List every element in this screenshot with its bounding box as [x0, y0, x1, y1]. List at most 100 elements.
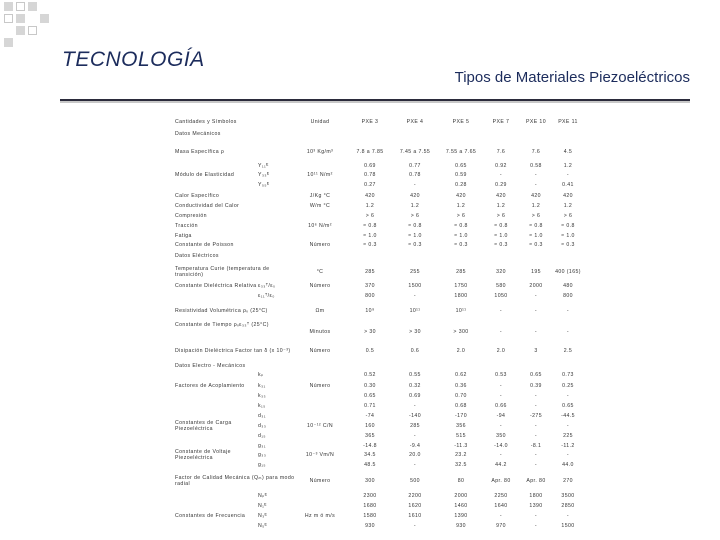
row-label: Temperatura Curie (temperatura de transi… — [175, 266, 270, 278]
value-cell: - — [534, 172, 538, 178]
value-cell: 0.55 — [409, 372, 421, 378]
value-cell: 34.5 — [364, 452, 376, 458]
value-cell: 0.65 — [530, 372, 542, 378]
value-cell: 0.71 — [364, 403, 376, 409]
value-cell: 515 — [456, 433, 466, 439]
value-cell: 7.45 a 7.55 — [399, 149, 431, 155]
value-cell: 356 — [456, 423, 466, 429]
value-cell: - — [499, 329, 503, 335]
value-cell: -94 — [496, 413, 506, 419]
value-cell: ≈ 0.8 — [494, 223, 508, 229]
value-cell: 1620 — [408, 503, 422, 509]
value-cell: 48.5 — [364, 462, 376, 468]
value-cell: ≈ 1.0 — [494, 233, 508, 239]
value-cell: 0.6 — [410, 348, 420, 354]
value-cell: 2850 — [561, 503, 575, 509]
value-cell: 10¹¹ — [455, 308, 467, 314]
value-cell: 2250 — [494, 493, 508, 499]
value-cell: > 6 — [365, 213, 375, 219]
value-cell: 7.6 — [496, 149, 506, 155]
value-cell: > 6 — [456, 213, 466, 219]
value-cell: 300 — [365, 478, 375, 484]
value-cell: 0.77 — [409, 163, 421, 169]
value-cell: 0.73 — [562, 372, 574, 378]
value-cell: 1580 — [363, 513, 377, 519]
row-symbol: d₃₁ — [258, 413, 266, 419]
value-cell: - — [534, 433, 538, 439]
value-cell: - — [534, 452, 538, 458]
value-cell: - — [534, 462, 538, 468]
value-cell: 800 — [563, 293, 573, 299]
value-cell: ≈ 0.3 — [561, 242, 575, 248]
value-cell: ≈ 1.0 — [561, 233, 575, 239]
row-unit: 10⁶ N/m² — [308, 223, 332, 229]
value-cell: ≈ 0.8 — [363, 223, 377, 229]
row-label: Constante de Tiempo ρᵥε₃₃ᵀ (25°C) — [175, 322, 269, 328]
value-cell: 2300 — [363, 493, 377, 499]
value-cell: Apr. 80 — [526, 478, 546, 484]
value-cell: 285 — [365, 269, 375, 275]
value-cell: 930 — [365, 523, 375, 529]
row-symbol: g₃₃ — [258, 452, 267, 458]
value-cell: 365 — [365, 433, 375, 439]
value-cell: 255 — [410, 269, 420, 275]
row-label: Calor Específico — [175, 193, 220, 199]
value-cell: -44.5 — [561, 413, 575, 419]
row-symbol: kₚ — [258, 372, 264, 378]
row-symbol: d₃₃ — [258, 423, 267, 429]
value-cell: - — [566, 308, 570, 314]
value-cell: 285 — [456, 269, 466, 275]
value-cell: - — [413, 403, 417, 409]
value-cell: 0.69 — [364, 163, 376, 169]
value-cell: 4.5 — [563, 149, 573, 155]
value-cell: 1.2 — [563, 163, 573, 169]
value-cell: - — [566, 513, 570, 519]
value-cell: 0.41 — [562, 182, 574, 188]
value-cell: 1.2 — [531, 203, 541, 209]
row-symbol: N₁ᴱ — [258, 503, 267, 509]
value-cell: > 6 — [410, 213, 420, 219]
value-cell: 320 — [496, 269, 506, 275]
value-cell: ≈ 0.3 — [494, 242, 508, 248]
row-label: Fatiga — [175, 233, 192, 239]
decor-square — [4, 38, 13, 47]
value-cell: ≈ 0.3 — [454, 242, 468, 248]
value-cell: - — [499, 393, 503, 399]
value-cell: 400 (165) — [555, 269, 581, 275]
value-cell: 420 — [531, 193, 541, 199]
value-cell: ≈ 1.0 — [363, 233, 377, 239]
value-cell: 0.78 — [364, 172, 376, 178]
row-unit: Número — [309, 478, 331, 484]
value-cell: 2200 — [408, 493, 422, 499]
row-unit: Número — [309, 242, 331, 248]
row-label: Compresión — [175, 213, 207, 219]
value-cell: -8.1 — [530, 443, 542, 449]
row-symbol: k₁₅ — [258, 403, 266, 409]
value-cell: -140 — [409, 413, 421, 419]
value-cell: - — [566, 329, 570, 335]
value-cell: 80 — [457, 478, 465, 484]
value-cell: 225 — [563, 433, 573, 439]
row-label: Constantes de Carga Piezoeléctrica — [175, 420, 232, 432]
value-cell: 0.58 — [530, 163, 542, 169]
row-unit: Ωm — [315, 308, 325, 314]
value-cell: -170 — [455, 413, 467, 419]
value-cell: - — [534, 182, 538, 188]
column-header: PXE 10 — [526, 119, 546, 125]
value-cell: 160 — [365, 423, 375, 429]
column-header: PXE 4 — [406, 119, 424, 125]
value-cell: ≈ 0.8 — [529, 223, 543, 229]
value-cell: ≈ 1.0 — [529, 233, 543, 239]
value-cell: -9.4 — [409, 443, 421, 449]
row-symbol: Y₃₃ᴱ — [258, 172, 270, 178]
value-cell: 10⁹ — [365, 308, 375, 314]
value-cell: ≈ 0.3 — [529, 242, 543, 248]
value-cell: 0.78 — [409, 172, 421, 178]
value-cell: 500 — [410, 478, 420, 484]
row-unit: Número — [309, 283, 331, 289]
value-cell: - — [534, 403, 538, 409]
value-cell: 10¹¹ — [409, 308, 421, 314]
row-label: Masa Específica ρ — [175, 149, 225, 155]
value-cell: Apr. 80 — [491, 478, 511, 484]
row-symbol: k₃₁ — [258, 383, 266, 389]
